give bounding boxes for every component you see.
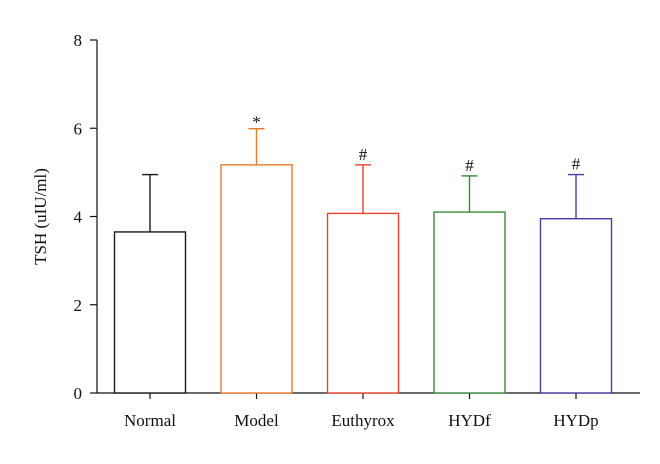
significance-marker: * <box>252 113 261 132</box>
bar-normal <box>113 173 187 394</box>
bar-model: * <box>220 113 293 394</box>
significance-marker: # <box>572 155 581 174</box>
x-tick-label: Normal <box>124 411 176 430</box>
y-tick-label: 0 <box>74 384 83 403</box>
bar-rect <box>433 211 506 394</box>
bar-rect <box>326 212 400 394</box>
bars-group: * # # # <box>113 113 613 394</box>
bar-rect <box>220 164 293 394</box>
significance-marker: # <box>465 156 474 175</box>
x-tick-label: HYDp <box>553 411 598 430</box>
y-tick-label: 6 <box>74 119 83 138</box>
y-tick-label: 4 <box>74 208 83 227</box>
bar-rect <box>113 231 187 394</box>
bar-rect <box>539 218 613 394</box>
x-tick-label: Model <box>234 411 279 430</box>
x-tick-label: HYDf <box>448 411 491 430</box>
significance-marker: # <box>359 145 368 164</box>
x-tick-label: Euthyrox <box>331 411 395 430</box>
y-tick-label: 2 <box>74 296 83 315</box>
y-axis: 0 2 4 6 8 <box>74 31 98 403</box>
y-tick-label: 8 <box>74 31 83 50</box>
bar-hydf: # <box>433 156 506 394</box>
x-axis: Normal Model Euthyrox HYDf HYDp <box>97 392 640 430</box>
y-axis-title: TSH (uIU/ml) <box>31 168 50 265</box>
bar-euthyrox: # <box>326 145 400 394</box>
bar-hydp: # <box>539 155 613 394</box>
